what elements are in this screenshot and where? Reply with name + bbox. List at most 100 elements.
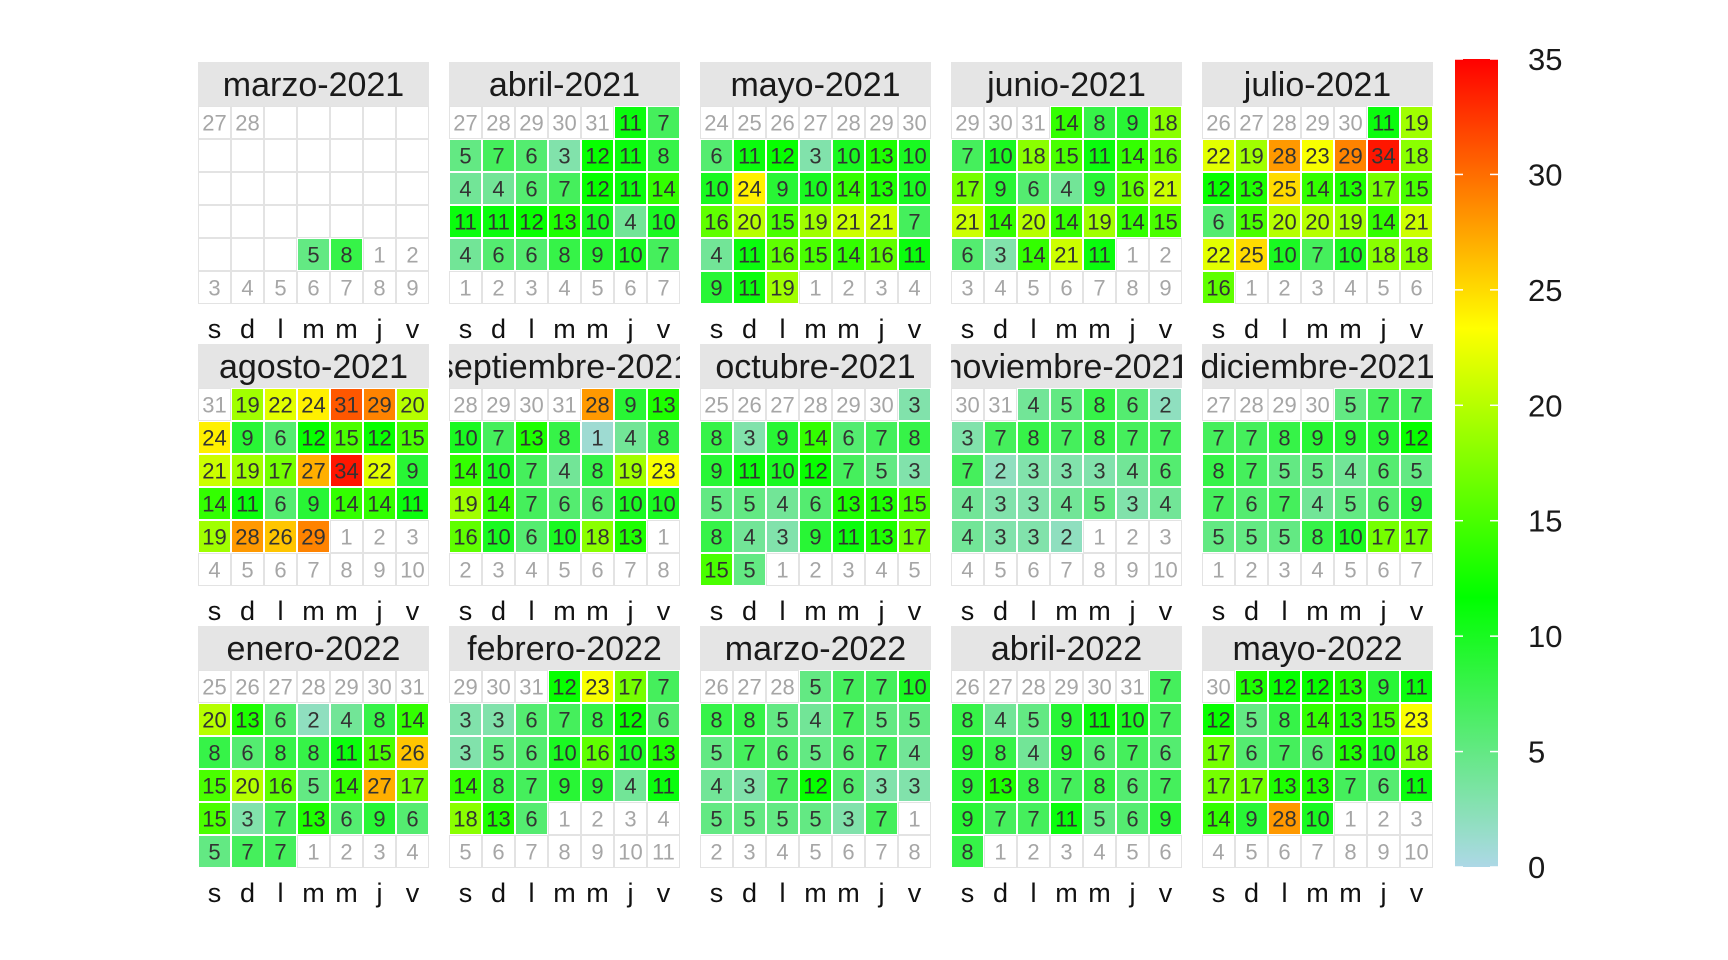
day-number-label: 28 [1272, 807, 1296, 832]
empty-cell [331, 173, 363, 205]
day-number-label: 5 [1212, 525, 1224, 550]
day-number-label: 8 [492, 774, 504, 799]
weekday-label: j [376, 314, 383, 344]
day-number-label: 15 [770, 210, 794, 235]
day-number-label: 26 [770, 111, 794, 136]
weekday-label: m [335, 878, 358, 908]
day-number-label: 5 [743, 807, 755, 832]
day-number-label: 4 [809, 708, 821, 733]
weekday-label: m [586, 878, 609, 908]
weekday-label: j [878, 596, 885, 626]
day-number-label: 29 [1305, 111, 1329, 136]
day-number-label: 2 [710, 840, 722, 865]
weekday-label: d [742, 878, 757, 908]
legend-tick-label: 5 [1528, 735, 1545, 770]
weekday-label: j [1380, 596, 1387, 626]
month-title: enero-2022 [227, 630, 401, 668]
empty-cell [199, 173, 231, 205]
day-number-label: 7 [274, 807, 286, 832]
day-number-label: 24 [704, 111, 728, 136]
weekday-label: v [908, 596, 922, 626]
day-number-label: 6 [842, 774, 854, 799]
day-number-label: 6 [1060, 276, 1072, 301]
weekday-label: m [586, 314, 609, 344]
day-number-label: 12 [552, 675, 576, 700]
day-number-label: 4 [459, 177, 471, 202]
month-title: abril-2021 [489, 66, 640, 104]
day-number-label: 19 [1087, 210, 1111, 235]
day-number-label: 29 [453, 675, 477, 700]
weekday-label: d [993, 596, 1008, 626]
day-number-label: 10 [486, 525, 510, 550]
day-number-label: 12 [1206, 177, 1230, 202]
day-number-label: 6 [1311, 741, 1323, 766]
day-number-label: 7 [1377, 393, 1389, 418]
day-number-label: 19 [1338, 210, 1362, 235]
day-number-label: 9 [558, 774, 570, 799]
day-number-label: 7 [1060, 558, 1072, 583]
weekday-label: m [1055, 314, 1078, 344]
day-number-label: 3 [373, 840, 385, 865]
day-number-label: 11 [738, 144, 761, 169]
day-number-label: 9 [1126, 558, 1138, 583]
empty-cell [364, 107, 396, 139]
day-number-label: 11 [652, 774, 675, 799]
day-number-label: 8 [558, 243, 570, 268]
day-number-label: 3 [743, 840, 755, 865]
day-number-label: 2 [1278, 276, 1290, 301]
day-number-label: 11 [619, 111, 642, 136]
weekday-label: s [710, 878, 724, 908]
legend-color-bar [1455, 59, 1498, 867]
day-number-label: 4 [624, 210, 636, 235]
day-number-label: 6 [1377, 492, 1389, 517]
day-number-label: 5 [710, 492, 722, 517]
day-number-label: 27 [301, 459, 325, 484]
weekday-label: m [1088, 314, 1111, 344]
day-number-label: 2 [406, 243, 418, 268]
day-number-label: 8 [1212, 459, 1224, 484]
day-number-label: 3 [1027, 525, 1039, 550]
day-number-label: 26 [268, 525, 292, 550]
day-number-label: 1 [373, 243, 385, 268]
day-number-label: 9 [307, 492, 319, 517]
day-number-label: 3 [1060, 459, 1072, 484]
weekday-label: d [1244, 596, 1259, 626]
empty-cell [298, 173, 330, 205]
weekday-label: d [491, 596, 506, 626]
day-number-label: 7 [842, 675, 854, 700]
weekday-label: m [335, 596, 358, 626]
day-number-label: 3 [241, 807, 253, 832]
day-number-label: 1 [994, 840, 1006, 865]
day-number-label: 13 [1239, 675, 1263, 700]
weekday-label: s [459, 878, 473, 908]
day-number-label: 9 [624, 393, 636, 418]
day-number-label: 6 [1093, 741, 1105, 766]
day-number-label: 10 [803, 177, 827, 202]
empty-cell [199, 206, 231, 238]
day-number-label: 7 [492, 426, 504, 451]
day-number-label: 8 [1093, 111, 1105, 136]
day-number-label: 30 [486, 675, 510, 700]
day-number-label: 9 [809, 525, 821, 550]
day-number-label: 2 [373, 525, 385, 550]
day-number-label: 9 [591, 243, 603, 268]
day-number-label: 4 [1027, 741, 1039, 766]
day-number-label: 11 [903, 243, 926, 268]
day-number-label: 14 [453, 774, 477, 799]
day-number-label: 28 [301, 675, 325, 700]
day-number-label: 4 [1159, 492, 1171, 517]
day-number-label: 8 [710, 525, 722, 550]
day-number-label: 6 [525, 807, 537, 832]
day-number-label: 9 [1410, 492, 1422, 517]
day-number-label: 1 [340, 525, 352, 550]
day-number-label: 14 [1021, 243, 1045, 268]
day-number-label: 14 [1054, 210, 1078, 235]
day-number-label: 12 [618, 708, 642, 733]
month-panel: marzo-202226 27 28 5 7 7 108 8 5 4 7 5 55 7 6 5 6 7 44 3 7 12… [700, 626, 931, 908]
day-number-label: 9 [1377, 840, 1389, 865]
weekday-label: s [961, 878, 975, 908]
empty-cell [364, 173, 396, 205]
day-number-label: 7 [1245, 426, 1257, 451]
day-number-label: 7 [241, 840, 253, 865]
day-number-label: 9 [406, 276, 418, 301]
